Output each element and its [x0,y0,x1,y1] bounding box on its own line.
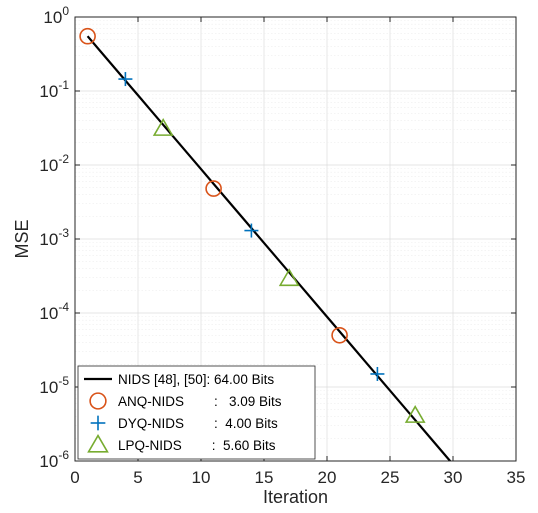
legend-swatch-triangle [87,433,109,453]
legend-entry-label: LPQ-NIDS : 5.60 Bits [118,438,276,453]
legend: NIDS [48], [50]: 64.00 Bits ANQ-NIDS : 3.… [77,365,316,460]
circle-marker [205,180,222,197]
circle-marker [79,27,96,45]
y-tick-label: 10-6 [39,448,69,471]
x-axis-ticks: 0 5 10 15 20 25 30 35 [70,17,525,487]
y-axis-label: MSE [12,219,32,258]
y-tick-label: 10-1 [39,78,69,101]
y-tick-label: 10-3 [39,226,69,249]
legend-swatch-plus [90,415,106,431]
legend-entry-label: DYQ-NIDS : 4.00 Bits [118,416,278,431]
y-tick-label: 10-4 [39,300,69,323]
series-markers [79,27,426,423]
plus-marker [118,72,133,87]
legend-entry-label: NIDS [48], [50]: 64.00 Bits [118,372,274,387]
y-tick-label: 10-2 [39,152,69,175]
x-tick-label: 25 [381,468,400,487]
x-tick-label: 0 [70,468,79,487]
x-tick-label: 30 [444,468,463,487]
y-tick-label: 10-5 [39,374,69,397]
plus-marker [370,366,385,381]
legend-swatch-circle [89,392,107,410]
triangle-marker [152,118,174,136]
plus-marker [244,223,259,238]
x-tick-label: 20 [318,468,337,487]
x-tick-label: 35 [507,468,526,487]
triangle-marker [278,268,300,287]
legend-box [77,365,316,460]
x-axis-label: Iteration [263,487,328,507]
x-tick-label: 5 [133,468,142,487]
triangle-marker [404,405,426,423]
y-tick-label: 100 [43,4,69,27]
legend-entry-label: ANQ-NIDS : 3.09 Bits [118,394,282,409]
circle-marker [331,326,348,344]
y-axis-ticks: 100 10-1 10-2 10-3 10-4 10-5 10-6 [39,4,516,471]
series-lines [86,35,452,461]
x-tick-label: 10 [192,468,211,487]
nids-line [86,35,452,461]
x-tick-label: 15 [255,468,274,487]
